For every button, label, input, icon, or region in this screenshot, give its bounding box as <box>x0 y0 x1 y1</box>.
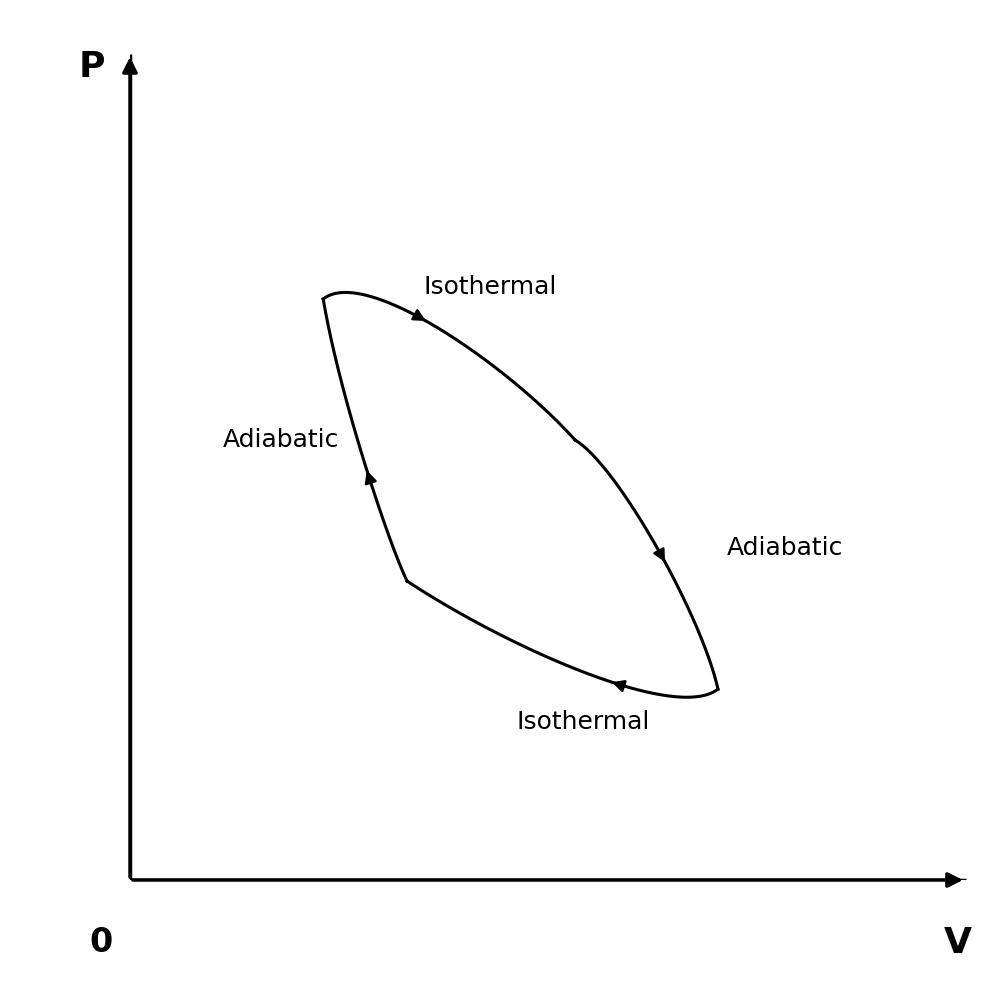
Text: Isothermal: Isothermal <box>424 275 557 299</box>
Text: Adiabatic: Adiabatic <box>726 536 843 560</box>
Text: Adiabatic: Adiabatic <box>222 428 339 452</box>
Text: Isothermal: Isothermal <box>516 710 650 734</box>
Text: 0: 0 <box>89 926 112 959</box>
Text: P: P <box>79 50 105 84</box>
Text: V: V <box>943 926 971 960</box>
